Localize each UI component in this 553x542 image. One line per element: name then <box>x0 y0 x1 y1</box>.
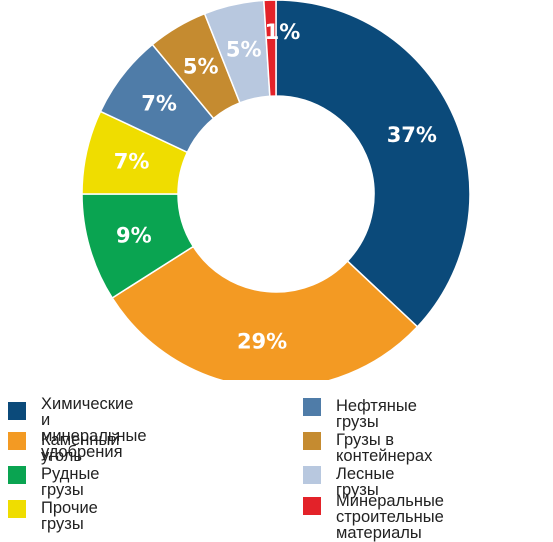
legend-item-chemical-fertilizers: Химические и минеральные удобрения <box>8 396 147 460</box>
legend-swatch <box>8 432 26 450</box>
legend-label: Рудные грузы <box>41 465 100 499</box>
legend-item-ore: Рудные грузы <box>8 466 99 498</box>
legend-item-oil: Нефтяные грузы <box>303 398 417 430</box>
legend-label: Каменный уголь <box>41 431 120 465</box>
donut-slice-1 <box>275 0 471 328</box>
legend-swatch <box>303 432 321 450</box>
legend-item-timber: Лесные грузы <box>303 466 394 498</box>
slice-value-label: 7% <box>114 150 150 174</box>
donut-slice-2 <box>111 245 419 380</box>
legend-item-other: Прочие грузы <box>8 500 98 532</box>
legend-label: Химические и минеральные удобрения <box>41 395 147 461</box>
slice-value-label: 1% <box>265 20 301 44</box>
slice-value-label: 9% <box>116 223 152 247</box>
legend-swatch <box>303 398 321 416</box>
legend-swatch <box>303 497 321 515</box>
slice-value-label: 7% <box>141 91 177 115</box>
donut-slice-8 <box>263 0 277 97</box>
legend-label: Грузы в контейнерах <box>336 431 433 465</box>
legend-item-containers: Грузы в контейнерах <box>303 432 432 464</box>
legend-item-building-materials: Минеральные строительные материалы <box>303 493 444 541</box>
legend-label: Лесные грузы <box>336 465 395 499</box>
legend-swatch <box>8 500 26 518</box>
legend-swatch <box>8 466 26 484</box>
donut-chart: 37%29%9%7%7%5%5%1% <box>81 0 471 380</box>
slice-value-label: 5% <box>183 55 219 79</box>
legend-swatch <box>8 402 26 420</box>
slice-value-label: 5% <box>226 38 262 62</box>
legend-item-coal: Каменный уголь <box>8 432 120 464</box>
legend-swatch <box>303 466 321 484</box>
legend-label: Нефтяные грузы <box>336 397 417 431</box>
legend-label: Прочие грузы <box>41 499 98 533</box>
slice-value-label: 29% <box>237 329 287 353</box>
slice-value-label: 37% <box>387 123 437 147</box>
legend-label: Минеральные строительные материалы <box>336 492 444 542</box>
